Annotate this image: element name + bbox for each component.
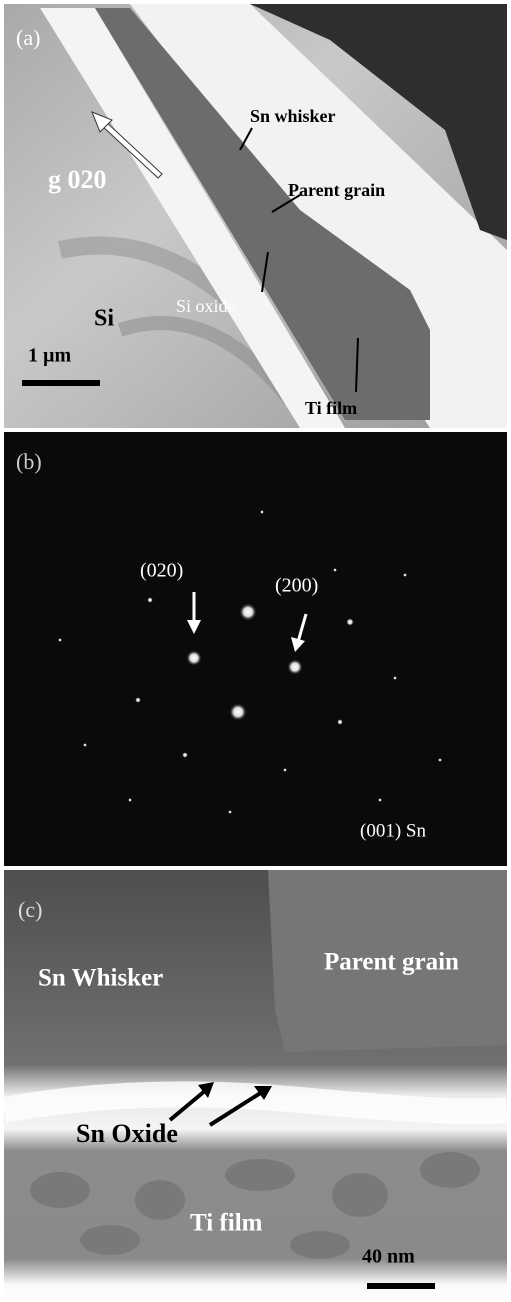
panel-a: (a) Sn whisker Parent grain g 020 Si Si … [4,4,507,428]
panel-c: (c) Sn Whisker Parent grain Sn Oxide Ti … [4,870,507,1302]
annotation: Sn whisker [250,106,336,126]
annotation: Parent grain [324,949,459,976]
panel-b: (b) (020) (200) (001) Sn [4,432,507,866]
scale-bar [22,380,100,386]
annotation: Ti film [190,1210,263,1237]
annotation: g 020 [48,165,107,194]
image-bg [4,432,507,866]
annotation: (200) [275,575,318,597]
annotation: 40 nm [362,1246,415,1268]
annotation: Parent grain [288,180,385,200]
panel-label: (a) [16,25,40,50]
annotation: Ti film [305,398,357,418]
annotation: Sn Oxide [76,1119,178,1148]
annotation: (020) [140,560,183,582]
annotation: Si [94,306,114,332]
annotation: 1 µm [28,345,72,367]
figure: (a) Sn whisker Parent grain g 020 Si Si … [0,0,511,1302]
panel-label: (c) [18,897,42,922]
annotation: (001) Sn [360,820,426,841]
page: (a) Sn whisker Parent grain g 020 Si Si … [0,0,511,1302]
annotation: Sn Whisker [38,965,163,992]
panel-label: (b) [16,449,42,474]
scale-bar [367,1283,435,1289]
annotation: Si oxide [176,296,236,316]
